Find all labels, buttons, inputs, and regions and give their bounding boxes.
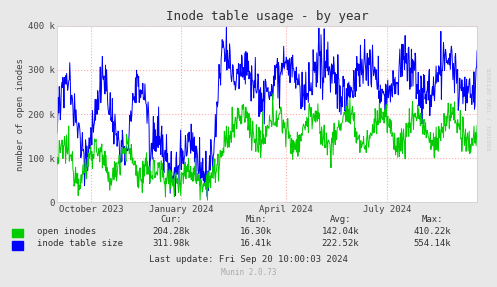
Text: inode table size: inode table size [37, 239, 123, 248]
Text: Last update: Fri Sep 20 10:00:03 2024: Last update: Fri Sep 20 10:00:03 2024 [149, 255, 348, 264]
Text: 16.41k: 16.41k [240, 239, 272, 248]
Title: Inode table usage - by year: Inode table usage - by year [166, 10, 368, 23]
Text: Min:: Min: [245, 215, 267, 224]
Text: Avg:: Avg: [330, 215, 351, 224]
Text: open inodes: open inodes [37, 227, 96, 236]
Text: 142.04k: 142.04k [322, 227, 359, 236]
Text: 311.98k: 311.98k [153, 239, 190, 248]
Text: Munin 2.0.73: Munin 2.0.73 [221, 268, 276, 277]
Text: 222.52k: 222.52k [322, 239, 359, 248]
Text: RRDTOOL / TOBI OETIKER: RRDTOOL / TOBI OETIKER [487, 68, 492, 150]
Text: Cur:: Cur: [161, 215, 182, 224]
Text: 410.22k: 410.22k [414, 227, 451, 236]
Text: 554.14k: 554.14k [414, 239, 451, 248]
Text: 16.30k: 16.30k [240, 227, 272, 236]
Y-axis label: number of open inodes: number of open inodes [16, 58, 25, 170]
Text: 204.28k: 204.28k [153, 227, 190, 236]
Text: Max:: Max: [421, 215, 443, 224]
